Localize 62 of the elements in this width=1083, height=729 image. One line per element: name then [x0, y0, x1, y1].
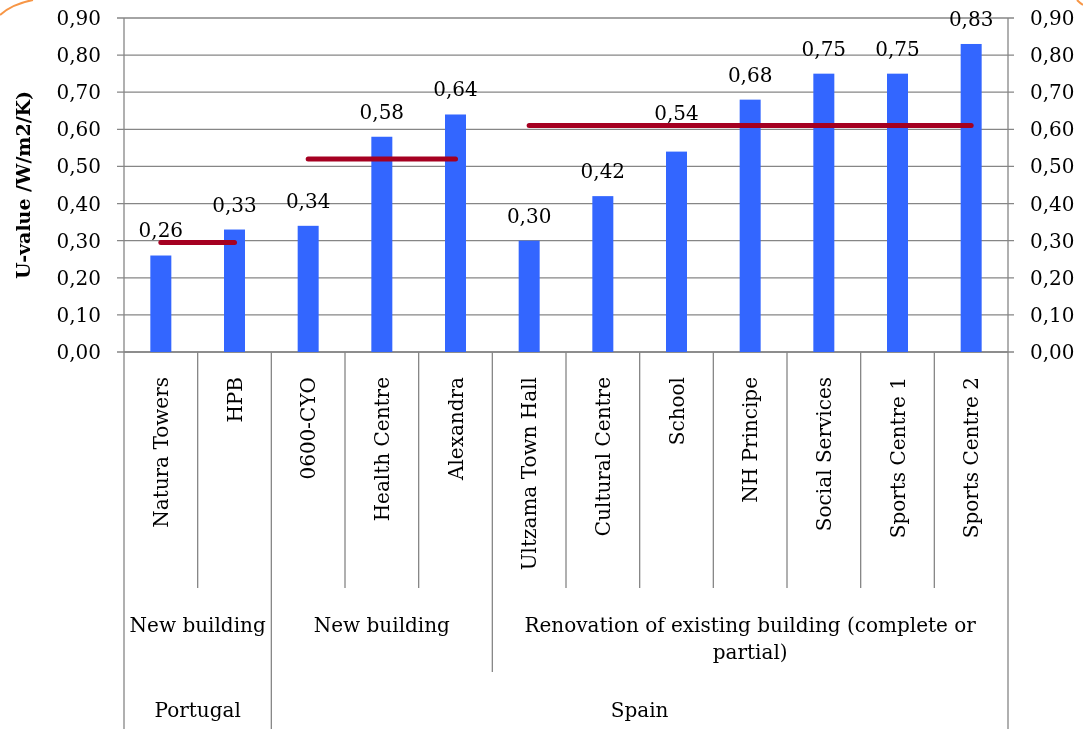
y-tick-label: 0,00: [56, 340, 101, 364]
data-label: 0,34: [285, 188, 331, 213]
y2-tick-label: 0,00: [1030, 340, 1075, 364]
y-tick-label: 0,60: [56, 117, 101, 142]
bar: [666, 151, 687, 352]
y2-tick-label: 0,70: [1030, 80, 1075, 105]
x-tick-label: HPB: [222, 377, 247, 423]
text: Renovation of existing building (complete or partial): [524, 613, 977, 664]
y-tick-label: 0,90: [56, 6, 101, 30]
y-tick-label: 0,50: [56, 154, 101, 179]
data-label: 0,26: [138, 217, 184, 242]
x-tick-label: Sports Centre 2: [959, 377, 984, 539]
y2-tick-label: 0,30: [1030, 228, 1075, 253]
data-label: 0,75: [875, 36, 920, 61]
x-tick-label: School: [664, 377, 689, 446]
data-label: 0,42: [580, 159, 626, 184]
x-tick-label: Natura Towers: [148, 377, 173, 528]
data-label: 0,68: [727, 62, 773, 87]
x-tick-label: Health Centre: [369, 377, 394, 522]
bar: [887, 73, 908, 352]
x-tick-label: Ultzama Town Hall: [517, 377, 542, 571]
bar: [150, 255, 172, 352]
y2-tick-label: 0,40: [1030, 191, 1075, 216]
y2-tick-label: 0,80: [1030, 43, 1075, 68]
bar: [592, 196, 614, 352]
bar: [960, 43, 982, 352]
y2-tick-label: 0,60: [1030, 117, 1075, 142]
y2-tick-label: 0,90: [1030, 6, 1075, 30]
bar: [445, 114, 466, 352]
bar: [518, 240, 540, 352]
data-label: 0,54: [654, 100, 699, 125]
bar: [297, 225, 319, 352]
y-tick-label: 0,80: [56, 43, 101, 68]
x-tick-label: NH Principe: [738, 377, 763, 503]
data-label: 0,30: [506, 203, 552, 228]
data-label: 0,64: [433, 77, 478, 102]
bar: [813, 73, 835, 352]
y2-tick-label: 0,20: [1030, 265, 1075, 290]
x-tick-label: Cultural Centre: [590, 377, 615, 537]
y2-tick-label: 0,50: [1030, 154, 1075, 179]
bar: [371, 136, 393, 352]
x-tick-label: Social Services: [811, 377, 836, 532]
x-tick-label: Sports Centre 1: [885, 377, 910, 539]
y-axis-title: U-value /W/m2/K): [12, 90, 34, 280]
data-label: 0,33: [212, 192, 257, 217]
y-tick-label: 0,20: [56, 265, 101, 290]
y-tick-label: 0,40: [56, 191, 101, 216]
y2-tick-label: 0,10: [1030, 302, 1075, 327]
y-tick-label: 0,30: [56, 228, 101, 253]
bar: [224, 229, 245, 352]
data-label: 0,75: [801, 36, 847, 61]
x-tick-label: 0600-CYO: [296, 377, 321, 480]
bar: [739, 99, 761, 352]
text: New building: [129, 613, 266, 637]
text: Spain: [610, 697, 669, 722]
x-tick-label: Alexandra: [443, 376, 468, 482]
y-tick-label: 0,70: [56, 80, 101, 105]
text: Portugal: [154, 697, 241, 722]
y-tick-label: 0,10: [56, 302, 101, 327]
text: New building: [313, 613, 451, 637]
data-label: 0,83: [948, 6, 994, 31]
data-label: 0,58: [359, 99, 405, 124]
